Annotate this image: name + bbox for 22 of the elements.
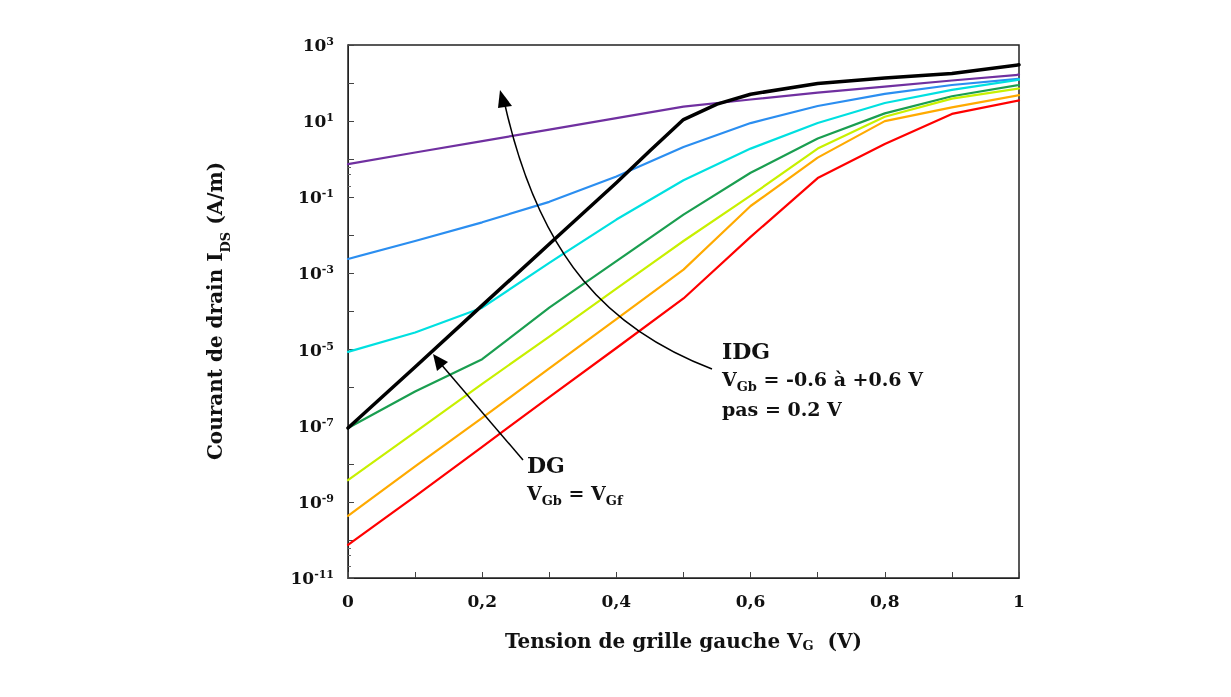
x-tick-label: 0,2 (467, 590, 497, 611)
y-tick-label: 10$^{1}$ (302, 110, 334, 132)
y-tick-label: 10$^{-11}$ (290, 567, 334, 588)
line-series (346, 73, 1021, 166)
annotation: V$_{Gb}$ = -0.6 à +0.6 V (722, 368, 923, 394)
y-tick-label: 10$^{-7}$ (298, 415, 334, 436)
annotation: pas = 0.2 V (722, 398, 842, 420)
y-tick-label: 10$^{-1}$ (298, 186, 334, 208)
x-tick-label: 0,4 (601, 590, 632, 611)
y-tick-label: 10$^{-9}$ (298, 491, 334, 512)
y-tick-label: 10$^{-3}$ (298, 262, 334, 284)
y-tick-label: 10$^{-5}$ (298, 339, 334, 360)
x-axis-title: Tension de grille gauche VG (V) (504, 629, 863, 653)
annotation: V$_{Gb}$ = V$_{Gf}$ (527, 482, 623, 508)
y-tick-label: 10$^{3}$ (302, 34, 334, 55)
annotation: IDG (722, 338, 771, 364)
x-tick-label: 0 (342, 590, 355, 611)
x-tick-label: 0,8 (870, 590, 900, 611)
x-tick-label: 1 (1013, 590, 1025, 611)
line-series (346, 77, 1021, 261)
x-tick-label: 0,6 (735, 590, 766, 611)
annotation: DG (527, 452, 565, 478)
